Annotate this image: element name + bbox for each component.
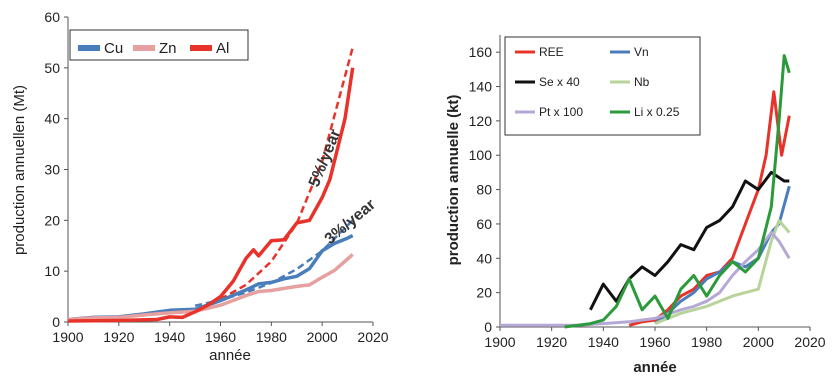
right-x-axis-label: année <box>633 359 676 376</box>
left-y-tick-label: 50 <box>44 60 60 76</box>
left-x-tick-label: 1980 <box>256 329 287 345</box>
left-trend-annotation: 3%/year <box>322 196 379 248</box>
right-x-tick-label: 1940 <box>588 334 619 350</box>
left-x-tick-label: 2020 <box>357 329 388 345</box>
left-x-tick-label: 1940 <box>154 329 185 345</box>
left-y-tick-label: 40 <box>44 111 60 127</box>
left-x-tick-label: 1920 <box>103 329 134 345</box>
right-x-tick-label: 1960 <box>639 334 670 350</box>
right-y-tick-label: 120 <box>469 113 493 129</box>
left-y-tick-label: 60 <box>44 9 60 25</box>
right-legend-label: REE <box>539 45 564 59</box>
right-y-tick-label: 20 <box>476 285 492 301</box>
left-trend-line-0 <box>219 47 354 301</box>
right-x-tick-label: 1980 <box>691 334 722 350</box>
right-y-tick-label: 140 <box>469 79 493 95</box>
left-y-axis-label: production annuellen (Mt) <box>11 85 28 255</box>
right-legend-label: Li x 0.25 <box>634 105 680 119</box>
right-legend-box <box>504 36 701 136</box>
right-series-line-ptx100 <box>500 231 791 327</box>
right-y-tick-label: 40 <box>476 250 492 266</box>
left-y-tick-label: 0 <box>52 314 60 330</box>
right-x-tick-label: 2000 <box>743 334 774 350</box>
left-y-tick-label: 30 <box>44 162 60 178</box>
left-x-axis-label: année <box>209 347 251 364</box>
right-legend-label: Nb <box>634 75 650 89</box>
left-y-tick-label: 10 <box>44 263 60 279</box>
right-y-tick-label: 160 <box>469 44 493 60</box>
right-series-line-nb <box>654 219 791 325</box>
right-y-tick-label: 60 <box>476 216 492 232</box>
left-x-tick-label: 2000 <box>307 329 338 345</box>
left-legend-label: Zn <box>159 40 177 57</box>
left-legend-label: Al <box>216 40 229 57</box>
left-series-line-al <box>67 67 355 323</box>
right-y-axis-label: production annuelle (kt) <box>445 95 462 266</box>
right-x-tick-label: 2020 <box>794 334 825 350</box>
right-series-line-lix025 <box>564 54 791 329</box>
right-y-tick-label: 0 <box>484 319 492 335</box>
left-legend-label: Cu <box>104 40 123 57</box>
left-trend-annotation: 5%/year <box>306 127 344 189</box>
left-x-tick-label: 1960 <box>205 329 236 345</box>
right-y-tick-label: 80 <box>476 182 492 198</box>
left-y-tick-label: 20 <box>44 212 60 228</box>
right-y-tick-label: 100 <box>469 147 493 163</box>
right-x-tick-label: 1900 <box>484 334 515 350</box>
right-legend-label: Se x 40 <box>539 75 580 89</box>
right-x-tick-label: 1920 <box>536 334 567 350</box>
right-legend-label: Vn <box>634 45 649 59</box>
right-legend-label: Pt x 100 <box>539 105 583 119</box>
left-x-tick-label: 1900 <box>52 329 83 345</box>
left-series-line-zn <box>67 253 354 322</box>
